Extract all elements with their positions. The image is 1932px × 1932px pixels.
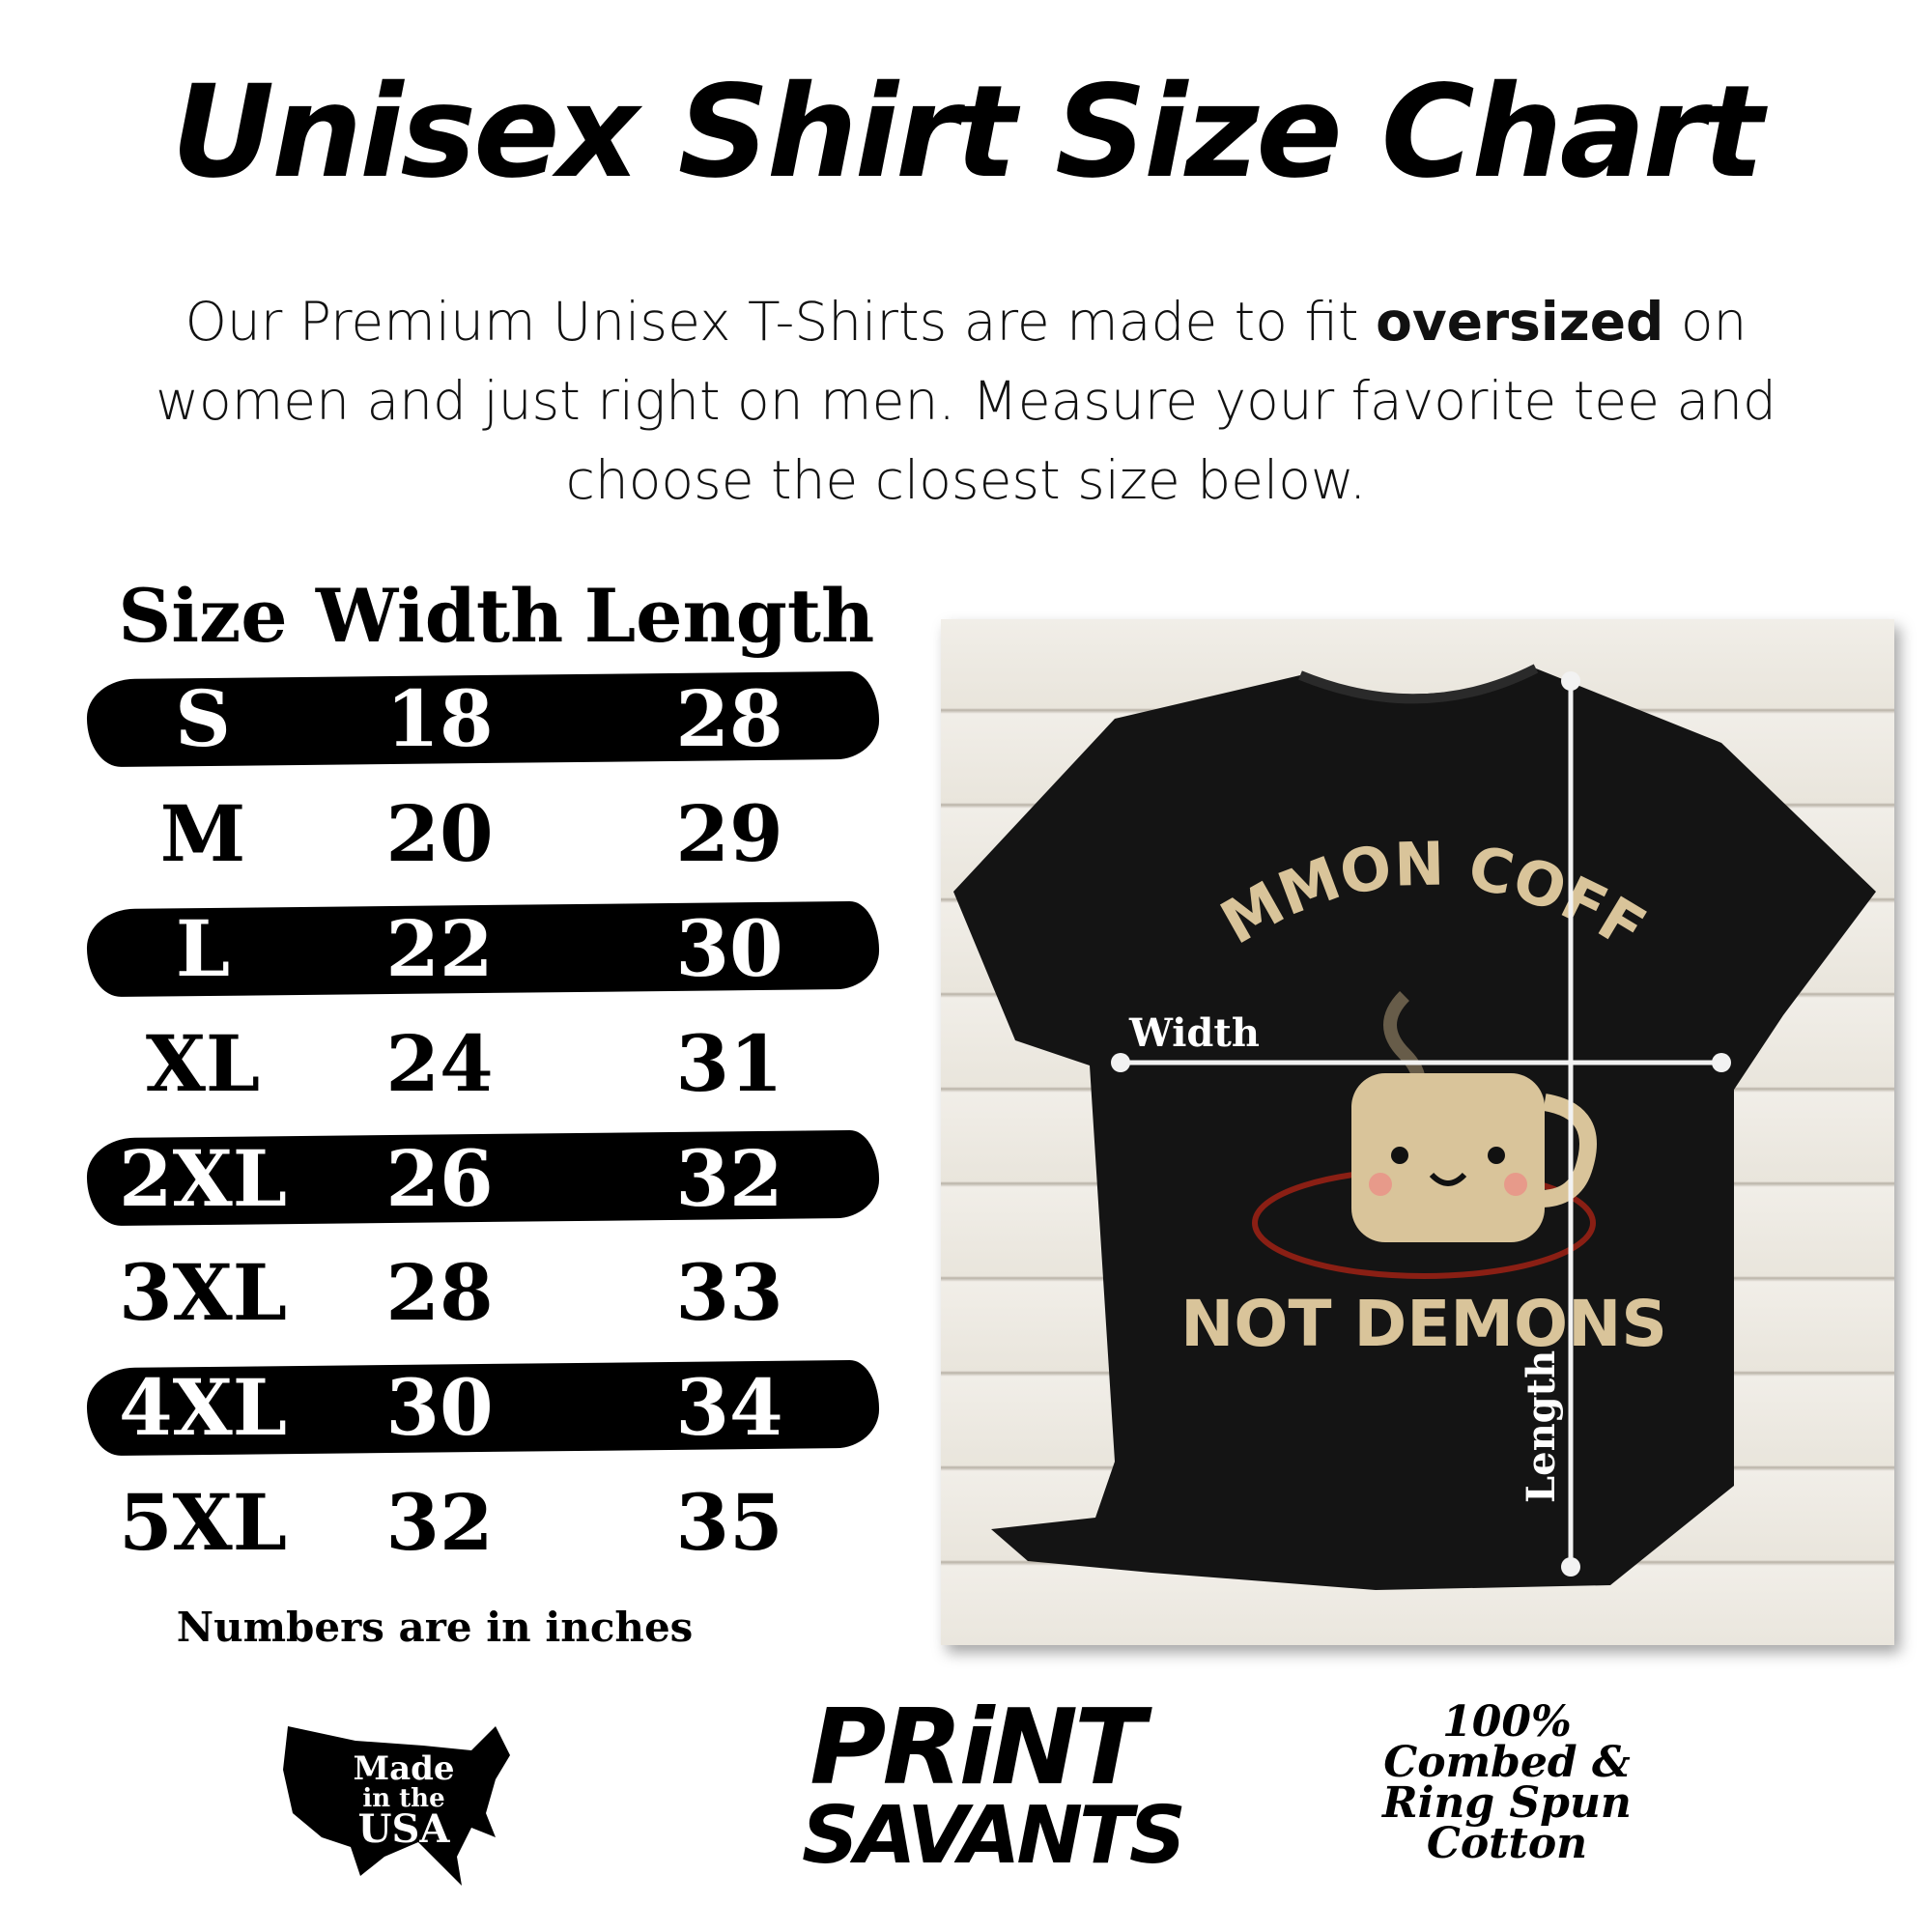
table-row: L 22 30 [77,892,889,1007]
shirt-illustration: SUMMON COFFEE NOT DEMONS Width Length [941,619,1876,1590]
shirt-print-bottom: NOT DEMONS [1180,1287,1667,1361]
usa-line-3: USA [358,1806,451,1852]
size-cell: 4XL [119,1362,287,1454]
width-label: Width [1128,1010,1260,1056]
width-cell: 32 [385,1476,494,1568]
size-cell: S [175,673,231,765]
measure-endpoint [1561,671,1580,691]
shirt-photo: SUMMON COFFEE NOT DEMONS Width Length [941,619,1894,1645]
length-cell: 29 [675,788,783,880]
table-row: 3XL 28 33 [77,1236,889,1350]
made-in-usa-badge: Made in the USA [278,1721,539,1889]
cotton-line-2: Combed & [1383,1738,1631,1787]
shirt-collar [1298,664,1539,704]
table-row: M 20 29 [77,777,889,892]
table-row: 5XL 32 35 [77,1465,889,1580]
measure-endpoint [1712,1053,1731,1072]
table-row: 4XL 30 34 [77,1350,889,1465]
intro-text-end: on women and just right on men. Measure … [156,291,1776,511]
length-cell: 34 [675,1362,783,1454]
table-row: S 18 28 [77,662,889,777]
header-size: Size [118,573,288,659]
measure-endpoint [1561,1557,1580,1577]
table-row: XL 24 31 [77,1006,889,1121]
size-cell: 2XL [119,1132,287,1224]
cotton-line-1: 100% [1442,1697,1572,1747]
brand-line-2: SAVANTS [802,1790,1186,1882]
length-cell: 35 [675,1476,783,1568]
size-table: Size Width Length S 18 28 M 20 29 L 22 30 XL 24 31 2… [77,570,889,1579]
width-cell: 24 [385,1017,494,1109]
usa-line-2: in the [362,1784,444,1813]
width-cell: 30 [385,1362,494,1454]
cotton-line-4: Cotton [1426,1819,1588,1868]
length-cell: 32 [675,1132,783,1224]
print-savants-logo: PRiNT SAVANTS [802,1688,1186,1882]
width-cell: 26 [385,1132,494,1224]
length-cell: 31 [675,1017,783,1109]
width-cell: 22 [385,902,494,994]
table-header: Size Width Length [77,570,889,662]
size-cell: 5XL [119,1476,287,1568]
header-width: Width [315,573,564,659]
size-cell: L [175,902,231,994]
length-cell: 28 [675,673,783,765]
length-cell: 33 [675,1247,783,1339]
header-length: Length [583,573,875,659]
intro-text: Our Premium Unisex T-Shirts are made to … [145,282,1787,520]
usa-map-icon: Made in the USA [283,1726,510,1886]
size-cell: 3XL [119,1247,287,1339]
page-title: Unisex Shirt Size Chart [171,58,1764,207]
size-cell: M [159,788,246,880]
size-cell: XL [145,1017,261,1109]
length-cell: 30 [675,902,783,994]
table-row: 2XL 26 32 [77,1121,889,1236]
width-cell: 18 [385,673,494,765]
intro-emphasis: oversized [1376,291,1664,353]
brand-line-1: PRiNT [810,1688,1145,1808]
cotton-badge: 100% Combed & Ring Spun Cotton [1352,1697,1662,1868]
intro-text-start: Our Premium Unisex T-Shirts are made to … [185,291,1377,353]
coffee-cup-icon [1351,991,1597,1242]
units-note: Numbers are in inches [176,1604,694,1651]
width-cell: 28 [385,1247,494,1339]
length-label: Length [1519,1350,1564,1503]
cotton-line-3: Ring Spun [1382,1778,1632,1828]
measure-endpoint [1111,1053,1130,1072]
width-cell: 20 [385,788,494,880]
usa-line-1: Made [353,1749,454,1788]
